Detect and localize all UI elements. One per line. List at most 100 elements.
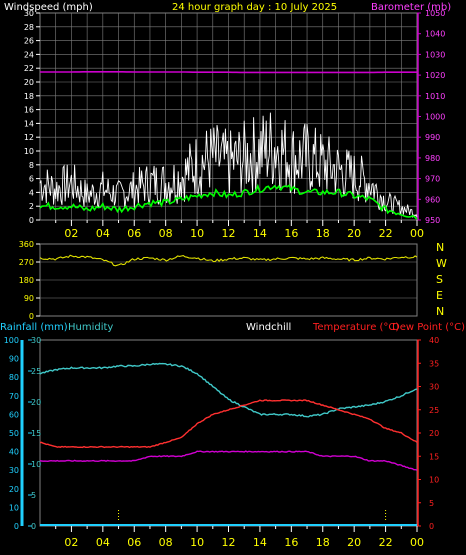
temp-y-tick-label: 35 bbox=[429, 359, 439, 368]
rain-y-tick-label: 0 bbox=[31, 522, 36, 531]
wind-y-tick-label: 6 bbox=[29, 175, 34, 184]
wind-y-tick-label: 30 bbox=[24, 9, 34, 18]
wind-x-tick-label: 14 bbox=[253, 227, 267, 240]
barometer-y-tick-label: 980 bbox=[425, 154, 440, 163]
wind-y-tick-label: 8 bbox=[29, 161, 34, 170]
th-x-tick-label: 06 bbox=[127, 536, 141, 549]
barometer-y-tick-label: 960 bbox=[425, 195, 440, 204]
barometer-y-tick-label: 950 bbox=[425, 216, 440, 225]
wind-x-tick-label: 00 bbox=[410, 227, 424, 240]
rain-y-tick-label: 30 bbox=[31, 336, 41, 345]
wind-x-tick-label: 16 bbox=[284, 227, 298, 240]
humidity-y-tick-label: 40 bbox=[9, 448, 19, 457]
temp-y-tick-label: 20 bbox=[429, 429, 439, 438]
wind-x-tick-label: 18 bbox=[316, 227, 330, 240]
th-x-tick-label: 22 bbox=[379, 536, 393, 549]
barometer-axis-title: Barometer (mb) bbox=[371, 2, 451, 13]
wind-x-ticks: 02 04 06 08 10 12 14 16 18 20 22 00 bbox=[55, 220, 424, 240]
legend-label: Rainfall (mm) bbox=[0, 322, 68, 333]
barometer-y-tick-label: 1040 bbox=[425, 30, 445, 39]
wind-x-tick-label: 20 bbox=[347, 227, 361, 240]
wind-y-tick-label: 16 bbox=[24, 106, 34, 115]
rain-y-tick-label: 15 bbox=[31, 429, 41, 438]
th-x-tick-label: 04 bbox=[96, 536, 110, 549]
humidity-y-tick-label: 0 bbox=[14, 522, 19, 531]
direction-y-ticks: 0 90 180 270 360 bbox=[19, 240, 40, 321]
temp-humidity-axes: 0 10 20 30 40 50 60 70 80 90 100 0 5 10 15 20 25 30 0 5 10 15… bbox=[4, 336, 439, 531]
compass-label: N bbox=[436, 305, 444, 318]
direction-grid bbox=[40, 243, 417, 317]
humidity-y-tick-label: 10 bbox=[9, 503, 19, 512]
humidity-y-tick-label: 80 bbox=[9, 373, 19, 382]
rain-y-tick-label: 20 bbox=[31, 398, 41, 407]
wind-x-tick-label: 02 bbox=[64, 227, 78, 240]
humidity-y-tick-label: 70 bbox=[9, 392, 19, 401]
th-x-tick-label: 16 bbox=[284, 536, 298, 549]
rain-y-tick-label: 25 bbox=[31, 367, 41, 376]
wind-y-tick-label: 4 bbox=[29, 188, 34, 197]
th-x-tick-label: 14 bbox=[253, 536, 267, 549]
compass-label: S bbox=[436, 273, 443, 286]
wind-y-tick-label: 22 bbox=[24, 64, 34, 73]
windspeed-axis-title: Windspeed (mph) bbox=[4, 2, 93, 13]
rain-y-tick-label: 10 bbox=[31, 460, 41, 469]
temp-humidity-legend: Rainfall (mm) Humidity Windchill Temperatur… bbox=[0, 322, 465, 333]
direction-y-tick-label: 90 bbox=[24, 294, 34, 303]
barometer-series-line bbox=[40, 71, 417, 74]
average-wind-series-line bbox=[39, 183, 418, 220]
temperature-series-line bbox=[39, 399, 418, 449]
direction-y-tick-label: 180 bbox=[19, 276, 34, 285]
th-x-tick-label: 02 bbox=[64, 536, 78, 549]
legend-label: Temperature (°C) bbox=[312, 322, 399, 333]
wind-x-tick-label: 08 bbox=[159, 227, 173, 240]
legend-label: Dew Point (°C) bbox=[392, 322, 465, 333]
legend-label: Windchill bbox=[246, 322, 291, 333]
temp-y-tick-label: 40 bbox=[429, 336, 439, 345]
th-x-tick-label: 08 bbox=[159, 536, 173, 549]
compass-label: W bbox=[436, 257, 447, 270]
humidity-y-tick-label: 90 bbox=[9, 355, 19, 364]
th-x-tick-label: 00 bbox=[410, 536, 424, 549]
temp-y-tick-label: 15 bbox=[429, 452, 439, 461]
barometer-y-tick-label: 970 bbox=[425, 175, 440, 184]
wind-direction-series-line bbox=[39, 254, 418, 267]
wind-y-tick-label: 12 bbox=[24, 133, 34, 142]
humidity-y-tick-label: 50 bbox=[9, 429, 19, 438]
th-x-tick-label: 12 bbox=[222, 536, 236, 549]
barometer-y-tick-label: 1050 bbox=[425, 9, 445, 18]
barometer-y-tick-label: 990 bbox=[425, 133, 440, 142]
barometer-y-tick-label: 1030 bbox=[425, 50, 445, 59]
temp-humidity-series bbox=[39, 362, 418, 526]
gust-series-line bbox=[39, 112, 418, 219]
barometer-y-ticks: 950 960 970 980 990 1000 1010 1020 1030 1040 1050 bbox=[417, 9, 445, 225]
wind-series bbox=[39, 71, 418, 220]
wind-y-tick-label: 14 bbox=[24, 119, 34, 128]
humidity-y-tick-label: 30 bbox=[9, 466, 19, 475]
direction-y-tick-label: 270 bbox=[19, 258, 34, 267]
barometer-y-tick-label: 1010 bbox=[425, 92, 445, 101]
th-x-tick-label: 18 bbox=[316, 536, 330, 549]
legend-label: Humidity bbox=[68, 322, 113, 333]
compass-label: N bbox=[436, 241, 444, 254]
wind-y-tick-label: 24 bbox=[24, 50, 34, 59]
th-x-tick-label: 10 bbox=[190, 536, 204, 549]
wind-x-tick-label: 10 bbox=[190, 227, 204, 240]
temp-humidity-x-ticks: 02 04 06 08 10 12 14 16 18 20 22 00 bbox=[55, 526, 424, 549]
compass-label: E bbox=[436, 289, 443, 302]
wind-y-tick-label: 28 bbox=[24, 23, 34, 32]
temp-y-tick-label: 5 bbox=[429, 499, 434, 508]
chart-title: 24 hour graph day : 10 July 2025 bbox=[172, 2, 337, 13]
temp-humidity-chart: 0102030405060708090100051015202530051015… bbox=[4, 336, 439, 549]
wind-y-tick-label: 2 bbox=[29, 202, 34, 211]
wind-x-tick-label: 12 bbox=[222, 227, 236, 240]
wind-y-tick-label: 26 bbox=[24, 37, 34, 46]
humidity-y-tick-label: 20 bbox=[9, 485, 19, 494]
wind-y-tick-label: 0 bbox=[29, 216, 34, 225]
wind-x-tick-label: 06 bbox=[127, 227, 141, 240]
